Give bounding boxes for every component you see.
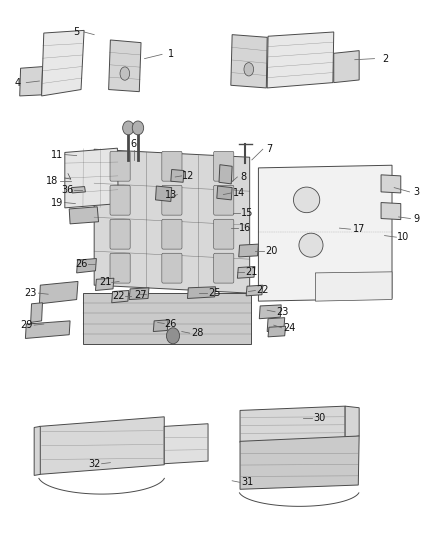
Polygon shape [69, 207, 99, 224]
Text: 30: 30 [314, 414, 326, 423]
Text: 10: 10 [397, 232, 409, 242]
FancyBboxPatch shape [162, 219, 182, 249]
Text: 6: 6 [131, 139, 137, 149]
FancyBboxPatch shape [214, 219, 234, 249]
Text: 19: 19 [51, 198, 63, 207]
Ellipse shape [244, 63, 254, 76]
Polygon shape [83, 293, 251, 344]
Polygon shape [231, 35, 267, 88]
Text: 5: 5 [74, 27, 80, 37]
Text: 29: 29 [20, 320, 32, 330]
Circle shape [132, 121, 144, 135]
Text: 4: 4 [14, 78, 21, 87]
Text: 36: 36 [62, 185, 74, 195]
Polygon shape [164, 424, 208, 464]
Polygon shape [259, 305, 281, 319]
Text: 25: 25 [208, 288, 221, 298]
Ellipse shape [293, 187, 320, 213]
Text: 13: 13 [165, 190, 177, 199]
Polygon shape [246, 285, 263, 296]
FancyBboxPatch shape [214, 151, 234, 181]
Polygon shape [267, 32, 334, 88]
FancyBboxPatch shape [214, 185, 234, 215]
Text: 11: 11 [51, 150, 63, 159]
Polygon shape [71, 187, 85, 193]
Polygon shape [65, 148, 118, 208]
Polygon shape [42, 30, 84, 96]
FancyBboxPatch shape [110, 151, 130, 181]
Text: 22: 22 [257, 286, 269, 295]
Text: 2: 2 [382, 54, 389, 63]
Polygon shape [345, 406, 359, 438]
Circle shape [123, 121, 134, 135]
FancyBboxPatch shape [214, 253, 234, 283]
Polygon shape [334, 51, 359, 83]
Polygon shape [153, 320, 168, 332]
Polygon shape [381, 175, 401, 193]
Text: 8: 8 [240, 172, 246, 182]
Polygon shape [34, 426, 40, 475]
Text: 7: 7 [266, 144, 272, 154]
FancyBboxPatch shape [162, 253, 182, 283]
Polygon shape [315, 272, 392, 301]
Text: 27: 27 [134, 290, 146, 300]
Text: 12: 12 [182, 171, 194, 181]
Text: 18: 18 [46, 176, 59, 186]
Polygon shape [240, 436, 359, 489]
Polygon shape [267, 318, 285, 332]
Polygon shape [219, 165, 232, 184]
Polygon shape [94, 149, 250, 293]
Text: 23: 23 [25, 288, 37, 298]
FancyBboxPatch shape [110, 185, 130, 215]
Text: 21: 21 [246, 267, 258, 277]
Polygon shape [39, 281, 78, 304]
FancyBboxPatch shape [162, 151, 182, 181]
Polygon shape [155, 186, 172, 201]
Text: 28: 28 [191, 328, 203, 338]
Text: 26: 26 [165, 319, 177, 328]
Polygon shape [20, 67, 42, 96]
Text: 21: 21 [99, 278, 111, 287]
Text: 26: 26 [75, 259, 87, 269]
Polygon shape [381, 203, 401, 220]
Polygon shape [187, 287, 215, 298]
Polygon shape [237, 266, 255, 278]
Polygon shape [77, 259, 96, 273]
Polygon shape [39, 417, 164, 474]
Polygon shape [109, 40, 141, 92]
Ellipse shape [120, 67, 130, 80]
FancyBboxPatch shape [110, 253, 130, 283]
Polygon shape [112, 290, 129, 303]
FancyBboxPatch shape [162, 185, 182, 215]
Text: 1: 1 [168, 50, 174, 59]
Text: 20: 20 [265, 246, 278, 255]
Text: 14: 14 [233, 188, 245, 198]
Ellipse shape [299, 233, 323, 257]
Text: 32: 32 [88, 459, 100, 469]
Text: 22: 22 [112, 291, 124, 301]
Polygon shape [171, 169, 184, 182]
Polygon shape [240, 406, 345, 442]
Text: 24: 24 [283, 323, 295, 333]
Text: 23: 23 [276, 307, 289, 317]
Text: 3: 3 [413, 187, 419, 197]
Polygon shape [217, 186, 232, 200]
FancyBboxPatch shape [110, 219, 130, 249]
Text: 17: 17 [353, 224, 365, 234]
Text: 31: 31 [241, 478, 254, 487]
Circle shape [166, 328, 180, 344]
Text: 9: 9 [413, 214, 419, 223]
Text: 15: 15 [241, 208, 254, 218]
Text: 16: 16 [239, 223, 251, 233]
Polygon shape [31, 303, 42, 322]
Polygon shape [25, 321, 70, 338]
Polygon shape [258, 165, 392, 301]
Polygon shape [239, 244, 258, 257]
Polygon shape [95, 278, 114, 290]
Polygon shape [268, 326, 286, 337]
Polygon shape [129, 288, 149, 300]
